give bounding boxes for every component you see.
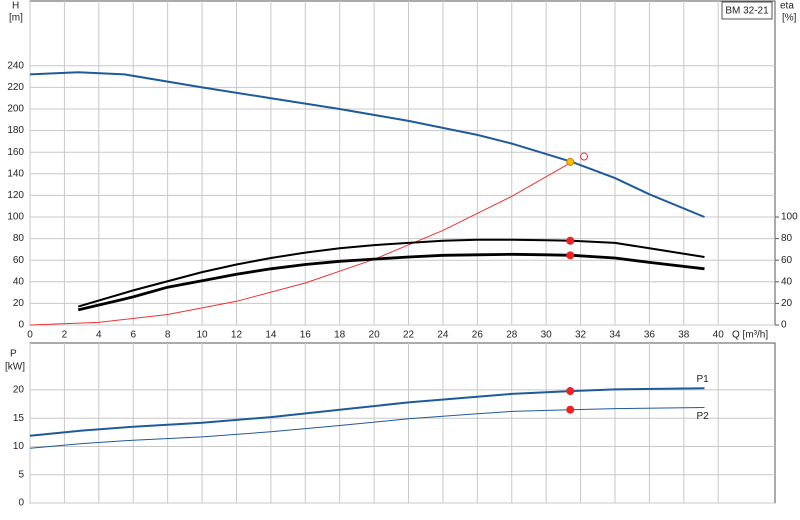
marks [29,71,705,449]
y-axis-label: H [12,1,19,12]
x-tick-label: 4 [96,330,102,341]
x-tick-label: 28 [506,330,518,341]
operating-point [566,251,575,260]
x-tick-label: 2 [62,330,68,341]
curve [29,387,705,437]
y-tick-label: 40 [13,276,25,287]
x-tick-label: 0 [27,330,33,341]
x-tick-label: 26 [472,330,484,341]
x-tick-label: 32 [575,330,587,341]
x-axis-label: Q [m³/h] [732,330,768,341]
x-tick-label: 30 [541,330,553,341]
x-tick-label: 40 [713,330,725,341]
y-tick-label: 0 [18,320,24,331]
x-tick-label: 10 [196,330,208,341]
x-tick-label: 8 [165,330,171,341]
y2-tick-label: 100 [781,212,798,223]
x-tick-label: 16 [300,330,312,341]
x-tick-label: 6 [130,330,136,341]
x-tick-label: 14 [265,330,277,341]
x-tick-label: 18 [334,330,346,341]
series-label: P2 [696,411,709,422]
curve [29,407,705,449]
series-label: P1 [696,374,709,385]
top-plot-frame [29,0,776,326]
x-tick-label: 38 [678,330,690,341]
x-tick-label: 24 [437,330,449,341]
y-tick-label: 100 [7,212,24,223]
curve [77,238,705,308]
x-tick-label: 20 [369,330,381,341]
y-tick-label: 20 [13,385,25,396]
model-box [721,1,773,20]
y-tick-label: 160 [7,147,24,158]
y2-axis-label: eta [780,1,794,12]
y-tick-label: 120 [7,190,24,201]
y-tick-label: 20 [13,298,25,309]
y-tick-label: 200 [7,104,24,115]
y-axis-unit: [kW] [5,362,25,373]
x-tick-label: 36 [644,330,656,341]
curve [77,252,705,312]
x-tick-label: 34 [609,330,621,341]
y-tick-label: 10 [13,441,25,452]
operating-point [566,157,575,166]
y2-axis-unit: [%] [782,13,797,24]
y-tick-label: 80 [13,233,25,244]
x-tick-label: 22 [403,330,415,341]
y-axis-label: P [10,349,17,360]
y2-tick-label: 80 [781,233,793,244]
y-tick-label: 60 [13,255,25,266]
operating-point [566,387,575,396]
model-label: BM 32-21 [725,6,769,17]
x-tick-label: 12 [231,330,243,341]
operating-point [580,152,589,161]
y2-tick-label: 40 [781,276,793,287]
y-tick-label: 220 [7,82,24,93]
curve [29,161,573,326]
curve [29,71,705,218]
y2-tick-label: 20 [781,298,793,309]
y-tick-label: 140 [7,168,24,179]
y-tick-label: 5 [18,469,24,480]
y2-tick-label: 0 [781,320,787,331]
bottom-plot-frame [29,342,776,504]
operating-point [566,405,575,414]
y-tick-label: 180 [7,125,24,136]
y-tick-label: 15 [13,413,25,424]
y-tick-label: 0 [18,498,24,509]
operating-point [566,236,575,245]
y-tick-label: 240 [7,60,24,71]
y2-tick-label: 60 [781,255,793,266]
y-axis-unit: [m] [9,13,23,24]
grid [29,1,779,504]
